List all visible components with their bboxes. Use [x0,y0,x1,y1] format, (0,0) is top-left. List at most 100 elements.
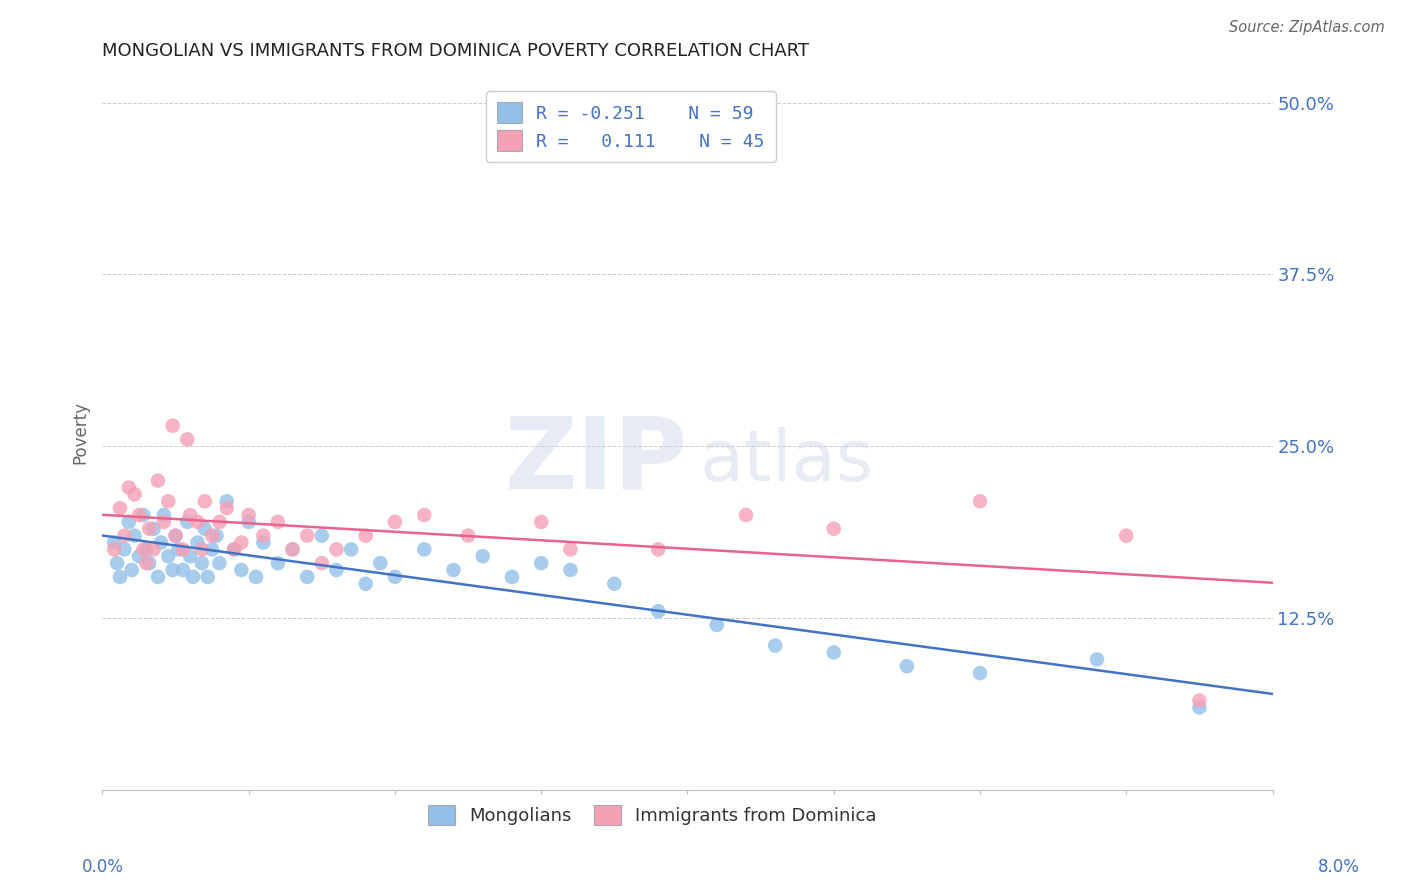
Point [153,515,176,529]
Point [252,535,274,549]
Point [384,570,406,584]
Point [530,515,553,529]
Point [471,549,494,564]
Point [118,481,141,495]
Point [179,549,201,564]
Point [186,515,208,529]
Point [194,494,217,508]
Point [384,515,406,529]
Point [157,494,180,508]
Point [103,535,125,549]
Point [146,474,169,488]
Point [1085,652,1108,666]
Point [118,515,141,529]
Point [763,639,786,653]
Point [501,570,523,584]
Text: 8.0%: 8.0% [1317,858,1360,876]
Point [238,515,260,529]
Point [162,563,184,577]
Point [205,528,228,542]
Point [560,542,582,557]
Point [153,508,176,522]
Text: Source: ZipAtlas.com: Source: ZipAtlas.com [1229,20,1385,35]
Point [128,508,150,522]
Point [530,556,553,570]
Point [413,542,436,557]
Point [231,535,253,549]
Point [181,570,204,584]
Point [157,549,180,564]
Point [121,563,143,577]
Point [252,528,274,542]
Point [103,542,125,557]
Point [135,556,157,570]
Point [281,542,304,557]
Point [231,563,253,577]
Point [267,556,290,570]
Point [245,570,267,584]
Point [1115,528,1137,542]
Point [138,556,160,570]
Point [457,528,479,542]
Point [281,542,304,557]
Point [443,563,465,577]
Point [149,535,172,549]
Point [370,556,392,570]
Point [191,556,214,570]
Point [108,501,131,516]
Point [197,570,219,584]
Point [132,508,155,522]
Point [354,528,377,542]
Point [142,542,165,557]
Point [194,522,217,536]
Legend: Mongolians, Immigrants from Dominica: Mongolians, Immigrants from Dominica [419,796,886,835]
Point [201,528,224,542]
Point [603,576,626,591]
Point [311,528,333,542]
Point [215,501,238,516]
Point [969,494,991,508]
Point [295,528,318,542]
Point [172,563,194,577]
Text: 0.0%: 0.0% [82,858,124,876]
Point [354,576,377,591]
Point [267,515,290,529]
Point [165,528,187,542]
Point [295,570,318,584]
Point [132,542,155,557]
Point [124,487,146,501]
Point [325,542,347,557]
Point [1188,700,1211,714]
Text: MONGOLIAN VS IMMIGRANTS FROM DOMINICA POVERTY CORRELATION CHART: MONGOLIAN VS IMMIGRANTS FROM DOMINICA PO… [103,42,810,60]
Point [179,508,201,522]
Point [222,542,245,557]
Point [647,542,669,557]
Point [647,604,669,618]
Point [413,508,436,522]
Point [176,433,198,447]
Point [176,515,198,529]
Point [208,556,231,570]
Point [138,522,160,536]
Text: atlas: atlas [699,426,873,496]
Point [124,528,146,542]
Y-axis label: Poverty: Poverty [72,401,89,464]
Point [186,535,208,549]
Point [128,549,150,564]
Point [238,508,260,522]
Point [969,666,991,681]
Point [142,522,165,536]
Point [162,418,184,433]
Text: ZIP: ZIP [505,413,688,509]
Point [112,528,135,542]
Point [896,659,918,673]
Point [560,563,582,577]
Point [105,556,128,570]
Point [222,542,245,557]
Point [340,542,363,557]
Point [191,542,214,557]
Point [311,556,333,570]
Point [135,542,157,557]
Point [201,542,224,557]
Point [167,542,190,557]
